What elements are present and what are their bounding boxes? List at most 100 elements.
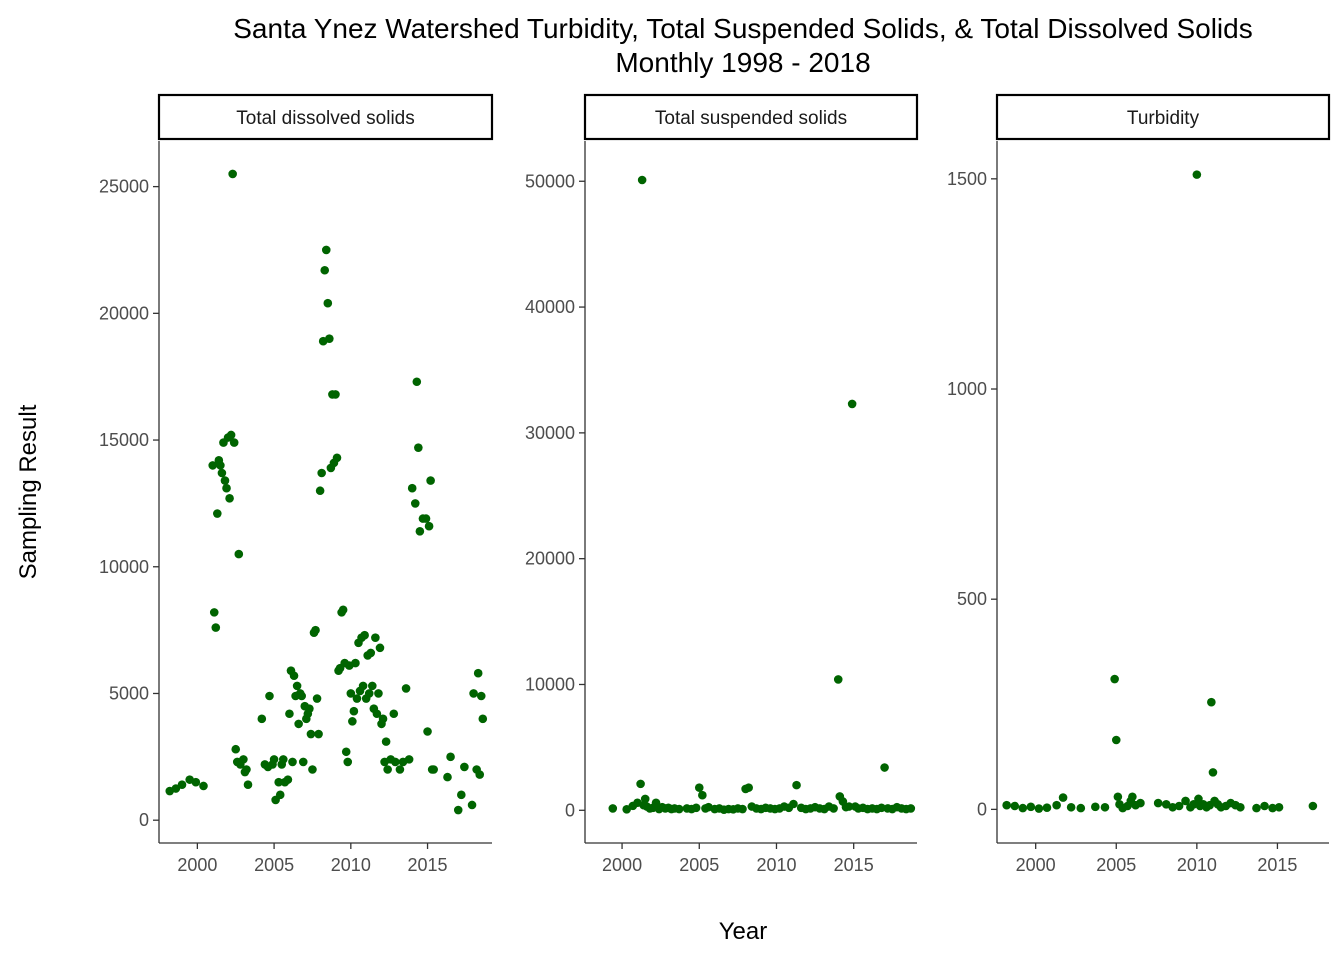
facet-strip <box>157 93 494 141</box>
data-point <box>228 169 237 179</box>
data-point <box>1236 802 1245 812</box>
data-point <box>395 765 405 774</box>
y-tick-label: 10000 <box>525 674 575 694</box>
data-point <box>1168 802 1177 812</box>
data-point <box>1058 793 1068 802</box>
data-point <box>311 625 320 635</box>
data-point <box>308 765 317 774</box>
y-tick-label: 15000 <box>99 430 149 450</box>
data-point <box>338 605 348 615</box>
data-point <box>320 265 330 275</box>
data-point <box>220 476 230 485</box>
data-point <box>423 727 432 736</box>
x-tick-label: 2010 <box>1177 855 1217 875</box>
data-point <box>473 668 483 678</box>
data-point <box>443 772 452 782</box>
data-point <box>1042 803 1052 812</box>
data-point <box>1128 792 1137 802</box>
panel-total-dissolved-solids: Total dissolved solids 0 5000 10000 15000 200… <box>99 93 494 875</box>
data-point <box>744 783 753 792</box>
data-point <box>315 486 325 496</box>
data-point <box>231 744 241 754</box>
data-point <box>674 804 684 814</box>
data-point <box>234 549 244 559</box>
data-point <box>410 499 420 508</box>
data-point <box>608 804 618 813</box>
data-point <box>1308 801 1318 811</box>
y-tick-label: 40000 <box>525 297 575 317</box>
data-point <box>1111 735 1121 745</box>
data-point <box>880 763 889 772</box>
y-tick-label: 20000 <box>99 303 149 323</box>
data-point <box>346 689 356 698</box>
data-point <box>177 780 187 790</box>
data-point <box>331 390 340 399</box>
data-point <box>789 799 798 809</box>
y-axis-title: Sampling Result <box>15 404 42 579</box>
x-tick-label: 2015 <box>834 855 874 875</box>
panel-total-suspended-solids: Total suspended solids 0 10000 20000 30000 40… <box>525 93 919 875</box>
data-point <box>222 483 231 493</box>
data-point <box>375 643 385 653</box>
data-point <box>229 438 239 447</box>
data-point <box>906 804 916 813</box>
x-tick-label: 2010 <box>331 855 371 875</box>
y-tick-label: 5000 <box>109 683 149 703</box>
data-point <box>1076 803 1086 813</box>
x-tick-label: 2005 <box>254 855 294 875</box>
data-point <box>691 803 701 813</box>
data-point <box>467 800 477 810</box>
data-point <box>1026 802 1036 812</box>
panel-turbidity: Turbidity 0 500 1000 1500 2000 2005 2010 2015 <box>947 93 1331 875</box>
facet-strip-label: Turbidity <box>1127 108 1200 129</box>
data-point <box>289 671 299 681</box>
data-point <box>364 689 374 698</box>
data-point <box>1052 800 1061 810</box>
data-point <box>844 802 854 811</box>
data-point <box>314 729 323 739</box>
y-tick-label: 500 <box>957 589 987 609</box>
data-point <box>1100 802 1110 812</box>
data-point <box>453 805 463 815</box>
data-point <box>360 630 369 640</box>
data-point <box>829 804 838 813</box>
data-point <box>475 770 485 779</box>
data-point <box>381 737 391 746</box>
data-point <box>1274 802 1284 812</box>
data-point <box>1018 803 1028 813</box>
x-tick-label: 2005 <box>1096 855 1136 875</box>
data-point <box>278 755 288 764</box>
data-point <box>469 689 478 698</box>
y-tick-label: 0 <box>565 800 575 820</box>
x-tick-label: 2015 <box>408 855 448 875</box>
y-tick-label: 0 <box>977 799 987 819</box>
data-point <box>372 709 382 719</box>
data-point <box>1034 804 1044 813</box>
data-point <box>415 526 425 536</box>
data-point <box>211 623 221 632</box>
data-point <box>171 784 181 793</box>
data-point <box>1113 792 1123 802</box>
data-point <box>285 709 294 719</box>
x-tick-label: 2005 <box>679 855 719 875</box>
data-point <box>199 781 208 791</box>
data-point <box>332 453 342 463</box>
data-point <box>1136 798 1145 808</box>
data-point <box>297 691 307 701</box>
data-point <box>698 790 707 800</box>
data-point <box>288 757 297 767</box>
data-point <box>208 461 218 470</box>
data-point <box>640 794 650 804</box>
data-point <box>226 430 236 440</box>
data-point <box>312 694 322 703</box>
data-point <box>283 775 293 784</box>
data-point <box>412 377 422 387</box>
data-point <box>239 755 248 764</box>
data-point <box>391 757 400 767</box>
data-point <box>349 706 359 716</box>
data-point <box>305 704 314 713</box>
data-point <box>1002 800 1011 810</box>
data-point <box>269 755 279 764</box>
data-point <box>1153 798 1163 808</box>
y-tick-label: 50000 <box>525 171 575 191</box>
